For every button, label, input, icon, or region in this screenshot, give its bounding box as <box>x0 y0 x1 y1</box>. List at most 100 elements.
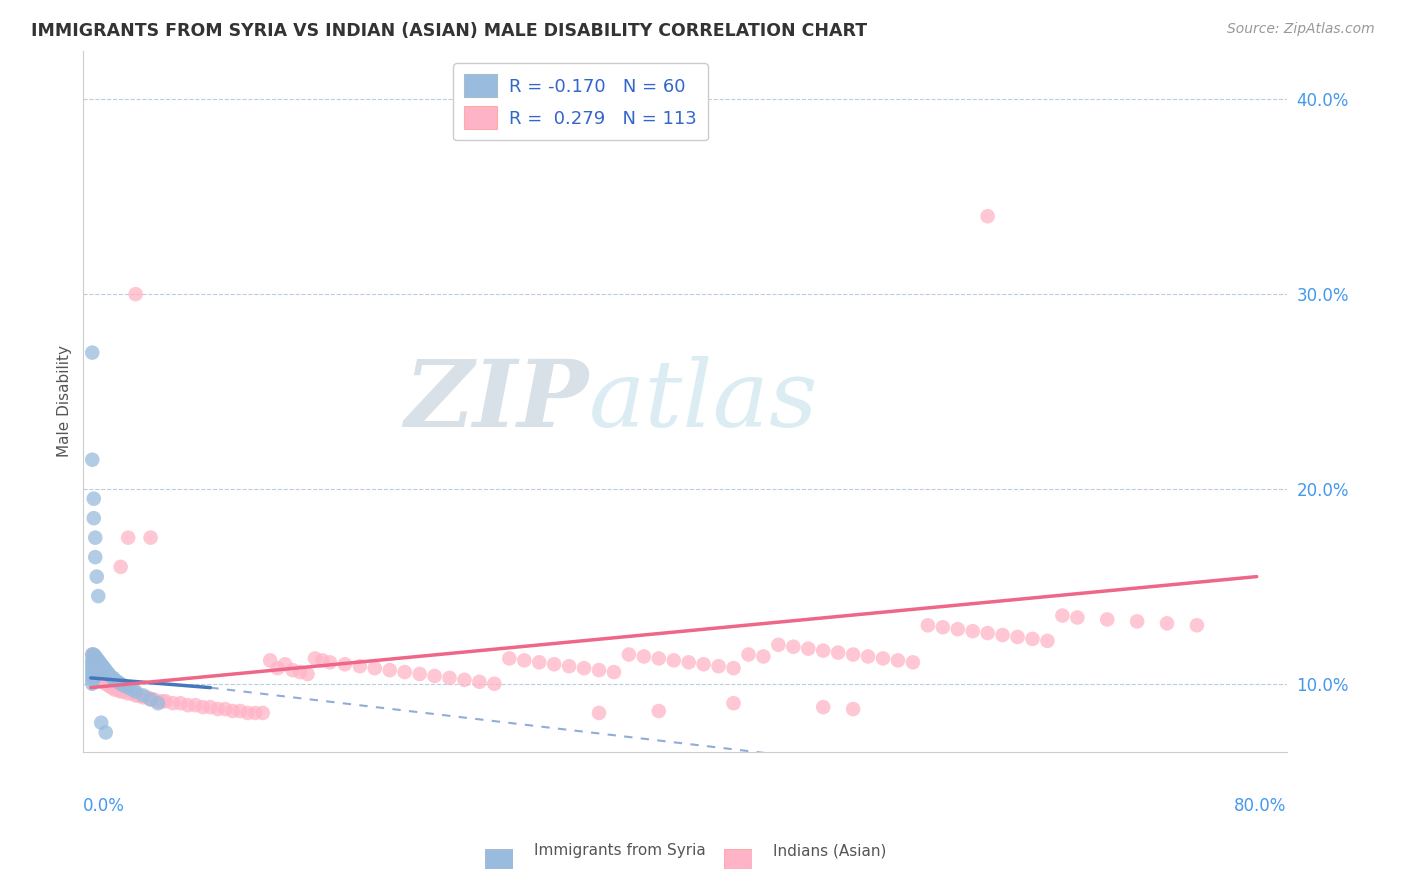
Point <box>84 653 107 667</box>
Point <box>1126 615 1149 629</box>
Point <box>94 725 117 739</box>
Point <box>87 589 110 603</box>
Point <box>146 696 169 710</box>
Point <box>87 661 110 675</box>
Point <box>266 661 288 675</box>
Point <box>558 659 581 673</box>
Point <box>177 698 200 713</box>
Point <box>932 620 955 634</box>
Point <box>648 704 671 718</box>
Point <box>349 659 371 673</box>
Point <box>89 659 111 673</box>
Point <box>281 663 304 677</box>
Legend: R = -0.170   N = 60, R =  0.279   N = 113: R = -0.170 N = 60, R = 0.279 N = 113 <box>453 63 707 140</box>
Point <box>1066 610 1088 624</box>
Point <box>842 702 865 716</box>
Point <box>245 706 267 720</box>
Point <box>84 649 107 664</box>
Point <box>872 651 894 665</box>
Point <box>82 452 104 467</box>
Point <box>86 651 108 665</box>
Point <box>121 686 143 700</box>
Point <box>86 661 108 675</box>
Point <box>83 659 105 673</box>
Point <box>364 661 387 675</box>
Point <box>87 653 110 667</box>
Point <box>128 689 150 703</box>
Point <box>89 669 111 683</box>
Point <box>83 663 105 677</box>
Point <box>82 648 104 662</box>
Text: IMMIGRANTS FROM SYRIA VS INDIAN (ASIAN) MALE DISABILITY CORRELATION CHART: IMMIGRANTS FROM SYRIA VS INDIAN (ASIAN) … <box>31 22 868 40</box>
Text: ZIP: ZIP <box>405 356 589 446</box>
Point <box>572 661 595 675</box>
Point <box>297 667 319 681</box>
Point <box>104 682 127 697</box>
Point <box>152 694 174 708</box>
Point <box>83 656 105 670</box>
Point <box>229 704 252 718</box>
Point <box>90 715 112 730</box>
Point <box>89 656 111 670</box>
Point <box>83 653 105 667</box>
Point <box>84 657 107 672</box>
Point <box>484 677 506 691</box>
Point <box>93 674 115 689</box>
Point <box>83 671 105 685</box>
Point <box>394 665 416 679</box>
Point <box>946 622 969 636</box>
Point <box>139 531 162 545</box>
Point <box>97 667 120 681</box>
Point <box>588 706 610 720</box>
Point <box>82 665 104 679</box>
Point <box>139 692 162 706</box>
Point <box>723 696 745 710</box>
Point <box>976 209 998 223</box>
Point <box>288 665 311 679</box>
Point <box>423 669 446 683</box>
Point <box>408 667 430 681</box>
Y-axis label: Male Disability: Male Disability <box>58 345 72 458</box>
Point <box>87 657 110 672</box>
Point <box>692 657 714 672</box>
Point <box>87 665 110 679</box>
Point <box>82 345 104 359</box>
Point <box>139 692 162 706</box>
Point <box>86 656 108 670</box>
Point <box>311 653 333 667</box>
Point <box>91 663 114 677</box>
Point <box>132 689 155 703</box>
Point <box>259 653 281 667</box>
Point <box>91 673 114 687</box>
Point <box>752 649 775 664</box>
Point <box>378 663 401 677</box>
Point <box>110 684 132 698</box>
Point <box>811 700 834 714</box>
Point <box>453 673 475 687</box>
Point <box>901 656 924 670</box>
Point <box>83 667 105 681</box>
Point <box>121 682 143 697</box>
Point <box>90 661 112 675</box>
Point <box>1007 630 1029 644</box>
Point <box>83 651 105 665</box>
Point <box>737 648 759 662</box>
Point <box>112 684 135 698</box>
Text: Immigrants from Syria: Immigrants from Syria <box>534 843 706 858</box>
Point <box>768 638 790 652</box>
Point <box>82 673 104 687</box>
Point <box>107 682 129 697</box>
Point <box>107 674 129 689</box>
Point <box>97 679 120 693</box>
Point <box>200 700 222 714</box>
Point <box>84 531 107 545</box>
Point <box>117 531 139 545</box>
Point <box>94 677 117 691</box>
Point <box>1185 618 1208 632</box>
Point <box>86 569 108 583</box>
Point <box>84 661 107 675</box>
Point <box>96 665 118 679</box>
Point <box>110 560 132 574</box>
Point <box>782 640 804 654</box>
Point <box>191 700 214 714</box>
